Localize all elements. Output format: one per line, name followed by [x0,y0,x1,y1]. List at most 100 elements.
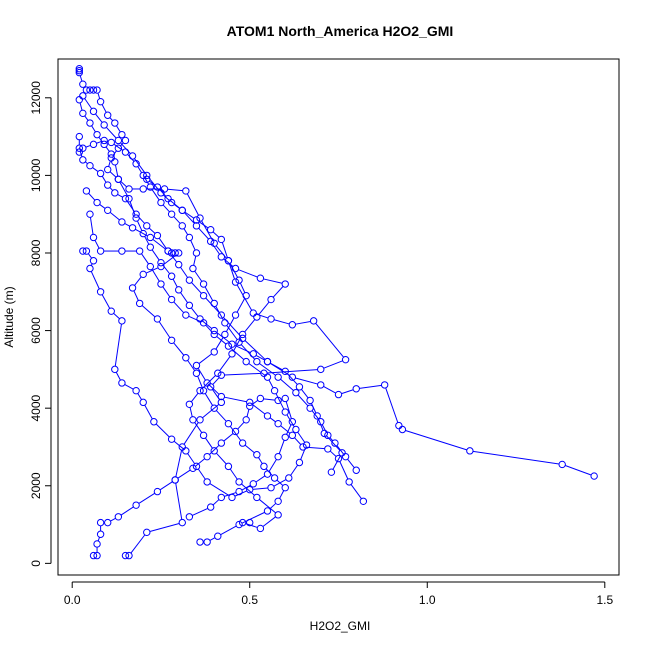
data-point [231,264,240,273]
series-segment [97,537,100,542]
x-tick-label: 1.5 [596,593,613,607]
data-point [79,109,87,118]
series-segment [159,481,173,491]
series-segment [190,307,199,317]
series-segment [212,499,220,506]
series-segment [105,126,117,139]
data-point [256,274,265,282]
data-point [175,249,183,257]
series-segment [189,407,193,417]
x-tick-label: 1.0 [419,593,436,607]
data-point [217,235,226,244]
data-point [139,229,147,238]
series-segment [126,201,135,212]
data-point [345,478,353,486]
data-point [217,311,226,319]
data-point [217,398,226,407]
series-segment [294,437,302,445]
data-point [380,381,389,389]
series-segment [297,431,306,443]
data-point [185,276,194,284]
data-point [235,520,243,529]
data-point [341,452,350,461]
series-segment [201,375,216,389]
series-segment [186,193,199,216]
series-segment [183,228,189,235]
series-segment [137,216,145,224]
series-segment [252,399,259,405]
data-point [86,264,94,273]
data-point [228,340,236,348]
data-point [167,435,176,443]
series-segment [272,286,284,298]
series-segment [85,144,91,148]
data-point [185,233,194,242]
data-point [281,433,289,441]
series-segment [137,393,142,400]
series-segment [229,263,238,278]
data-point [146,243,155,251]
data-point [192,369,201,377]
y-tick-label: 4000 [29,395,43,422]
data-point [206,237,215,246]
series-segment [212,389,220,401]
data-point [93,198,101,207]
series-segment [197,376,203,388]
data-point [146,183,155,191]
data-point [182,354,190,362]
data-point [199,280,208,288]
data-point [295,383,304,391]
data-point [93,551,101,560]
data-point [175,286,183,294]
data-point [231,311,240,319]
series-4 [79,92,350,560]
data-point [203,452,211,461]
data-point [182,311,190,319]
series-segment [198,353,212,364]
series-segment [127,154,135,162]
data-point [334,390,343,399]
data-point [324,431,332,440]
data-point [185,400,194,408]
data-point [246,402,254,410]
data-point [75,144,84,152]
data-point [199,291,208,300]
series-segment [209,483,230,497]
data-point [192,361,201,370]
series-segment [300,447,306,460]
series-8 [143,175,289,533]
data-point [143,222,151,230]
data-point [210,404,218,412]
data-point [139,185,147,193]
data-point [79,156,87,164]
series-segment [152,239,166,250]
series-segment [255,475,266,483]
data-point [75,148,84,156]
series-segment [244,340,266,360]
series-segment [565,465,592,476]
data-point [242,416,250,424]
series-segment [177,469,191,479]
data-point [164,247,172,255]
series-segment [204,286,214,301]
data-point [206,383,215,391]
series-segment [90,271,100,290]
series-segment [192,507,208,516]
data-point [167,210,176,218]
y-tick-label: 8000 [29,239,43,266]
series-segment [167,188,183,192]
data-point [153,487,162,496]
series-segment [212,231,220,238]
data-point [274,373,282,381]
data-point [132,501,140,509]
series-segment [101,104,107,113]
series-segment [91,125,96,133]
data-point [249,480,257,488]
data-point [104,111,112,119]
data-point [111,189,119,197]
data-point [96,247,105,255]
data-point [86,86,94,94]
series-segment [173,301,185,314]
data-point [185,301,194,310]
data-point [114,136,123,145]
